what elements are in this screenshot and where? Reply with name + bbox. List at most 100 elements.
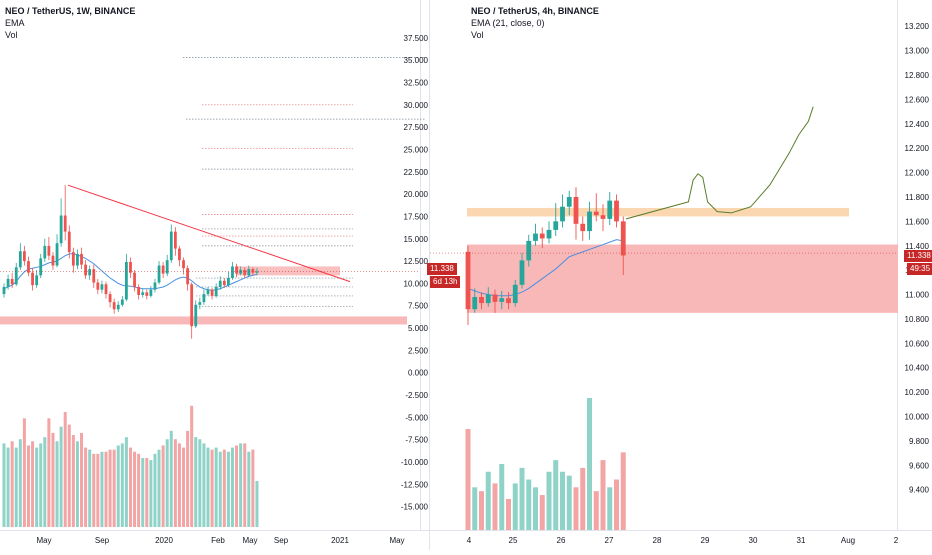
candle-body [206, 289, 210, 295]
candle-body [539, 233, 545, 239]
volume-bar [173, 439, 177, 527]
projected-path [625, 106, 814, 220]
resistance-box [236, 266, 340, 276]
candle-body [116, 304, 120, 310]
volume-bar [149, 460, 153, 527]
volume-bar [2, 443, 6, 527]
volume-bar [198, 439, 202, 527]
volume-bar [6, 447, 10, 527]
right-x-tick-label: Aug [841, 536, 855, 545]
volume-bar [161, 445, 165, 527]
volume-bar [71, 435, 75, 527]
volume-bar [560, 471, 565, 530]
candle-body [6, 278, 10, 287]
volume-bar [485, 471, 491, 530]
left-y-tick-label: 27.500 [404, 123, 429, 132]
volume-bar [600, 460, 606, 530]
left-vol-label[interactable]: Vol [5, 30, 18, 40]
right-x-tick-label: 28 [653, 536, 662, 545]
candle-body [88, 269, 92, 276]
candle-body [71, 252, 75, 266]
left-x-tick-label: Sep [95, 536, 110, 545]
volume-bar [55, 441, 59, 527]
candle-body [104, 284, 108, 295]
right-countdown-badge: 49:35 [907, 263, 932, 275]
candle-body [92, 269, 96, 283]
candle-body [222, 280, 226, 286]
candle-body [566, 196, 572, 207]
right-y-tick-label: 11.600 [905, 217, 929, 226]
left-y-tick-label: -12.500 [401, 480, 429, 489]
candle-body [14, 267, 18, 285]
left-chart [0, 0, 429, 531]
volume-bar [526, 479, 532, 530]
volume-bar [112, 449, 116, 527]
left-y-tick-label: 12.500 [404, 257, 429, 266]
right-x-tick-label: 30 [749, 536, 758, 545]
volume-bar [566, 475, 572, 530]
volume-bar [620, 452, 626, 530]
volume-bar [100, 451, 104, 527]
candle-body [27, 261, 30, 273]
volume-bar [247, 451, 251, 527]
left-y-tick-label: 30.000 [404, 101, 429, 110]
volume-bar [546, 471, 552, 530]
volume-bar [492, 483, 498, 530]
left-countdown-badge: 6d 13h [430, 276, 461, 288]
volume-bar [128, 447, 132, 527]
candle-body [573, 196, 579, 224]
candle-body [243, 270, 247, 276]
candle-body [485, 294, 491, 304]
candle-body [129, 261, 132, 273]
left-y-tick-label: 37.500 [404, 34, 429, 43]
left-x-tick-label: Sep [274, 536, 289, 545]
left-x-tick-label: 2020 [155, 536, 173, 545]
candle-body [39, 258, 43, 276]
volume-bar [22, 418, 26, 527]
right-vol-label[interactable]: Vol [471, 30, 484, 40]
volume-bar [35, 447, 39, 527]
candle-body [96, 282, 100, 290]
volume-bar [43, 437, 47, 527]
right-x-tick-label: 31 [797, 536, 806, 545]
volume-bar [465, 429, 471, 530]
right-x-tick-label: 25 [509, 536, 518, 545]
candle-body [165, 260, 169, 274]
candle-body [519, 260, 525, 285]
volume-bar [104, 451, 108, 527]
candle-body [149, 289, 153, 296]
volume-bar [580, 467, 586, 530]
candle-body [614, 200, 619, 222]
candle-body [479, 296, 484, 304]
left-x-tick-label: May [389, 536, 404, 545]
candle-body [157, 265, 161, 283]
volume-bar [84, 447, 88, 527]
right-y-tick-label: 10.800 [905, 315, 930, 324]
left-y-tick-label: -2.500 [405, 391, 428, 400]
candle-body [55, 243, 59, 266]
left-y-tick-label: -10.000 [401, 458, 429, 467]
right-symbol-title[interactable]: NEO / TetherUS, 4h, BINANCE [471, 6, 599, 16]
candle-body [620, 221, 626, 256]
right-x-tick-label: 26 [557, 536, 566, 545]
left-y-tick-label: -15.000 [401, 503, 429, 512]
candle-body [235, 266, 238, 274]
candle-body [526, 240, 532, 261]
volume-bar [222, 449, 226, 527]
left-symbol-title[interactable]: NEO / TetherUS, 1W, BINANCE [5, 6, 136, 16]
candle-body [214, 286, 218, 296]
candle-body [2, 286, 6, 295]
candle-body [173, 231, 177, 249]
candle-body [186, 268, 189, 285]
candle-body [153, 282, 157, 290]
right-ema-label[interactable]: EMA (21, close, 0) [471, 18, 545, 28]
left-ema-label[interactable]: EMA [5, 18, 25, 28]
volume-bar [553, 460, 559, 530]
volume-bar [153, 453, 157, 527]
right-x-tick-label: 2 [894, 536, 899, 545]
right-y-tick-label: 10.400 [905, 364, 930, 373]
candle-body [51, 255, 55, 266]
left-y-tick-label: 10.000 [404, 279, 429, 288]
right-y-tick-label: 12.000 [905, 169, 930, 178]
